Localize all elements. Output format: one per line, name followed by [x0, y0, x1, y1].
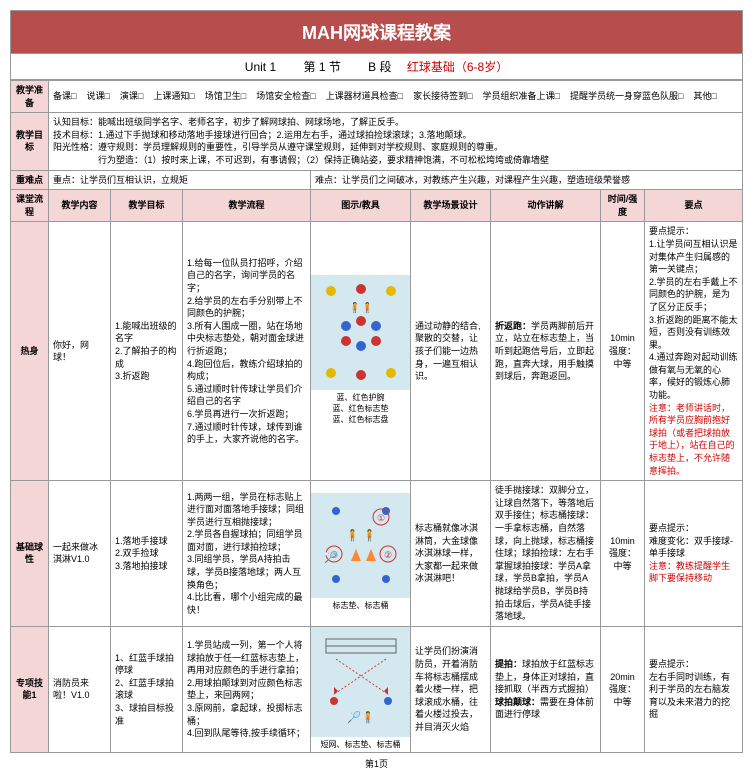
- basic-diagram: ① 🧍 🧍 ③ 🏸 ②: [311, 493, 410, 598]
- col-action: 动作讲解: [491, 190, 601, 222]
- r1-process: 1.给每一位队员打招呼，介绍自己的名字，询问学员的名字； 2.给学员的左右手分别…: [183, 222, 311, 481]
- r2-scene: 标志桶就像冰淇淋筒，大金球像冰淇淋球一样，大家都一起来做冰淇淋吧！: [411, 481, 491, 627]
- r3-content: 消防员来啦！V1.0: [49, 626, 111, 752]
- r2-key-t: 要点提示： 难度变化：双手接球-单手接球: [649, 523, 733, 558]
- r1-goals: 1.能喊出班级的名字 2.了解拍子的构成 3.折返跑: [111, 222, 183, 481]
- r2-process: 1.两两一组，学员在标志贴上进行面对面落地手接球；同组学员进行互相抛接球； 2.…: [183, 481, 311, 627]
- r2-goals: 1.落地手接球 2.双手捡球 3.落地拍接球: [111, 481, 183, 627]
- goal-1: 认知目标：能喊出班级同学名字、老师名字，初步了解网球拍、网球场地，了解正反手。: [53, 116, 738, 129]
- warmup-diagram: 🧍🧍: [311, 275, 410, 390]
- r3-a-h1: 提拍：: [495, 659, 522, 669]
- r3-goals: 1、红蓝手球拍停球 2、红蓝手球拍滚球 3、球拍目标投准: [111, 626, 183, 752]
- r3-a-h2: 球拍颠球：: [495, 697, 540, 707]
- col-content: 教学内容: [49, 190, 111, 222]
- r1-key: 要点提示： 1.让学员间互相认识是对集体产生归属感的第一关键点； 2.学员的左右…: [645, 222, 743, 481]
- diff-hard: 难点：让学员们之间破冰，对教练产生兴趣，对课程产生兴趣，塑造班级荣誉感: [311, 170, 743, 190]
- r3-caption: 短网、标志垫、标志桶: [311, 737, 410, 752]
- prep-item: 家长接待签到□: [413, 90, 472, 103]
- prep-item: 演课□: [120, 90, 143, 103]
- r1-key-t: 要点提示： 1.让学员间互相认识是对集体产生归属感的第一关键点； 2.学员的左右…: [649, 226, 738, 400]
- goals-text: 认知目标：能喊出班级同学名字、老师名字，初步了解网球拍、网球场地，了解正反手。 …: [49, 113, 743, 170]
- col-key: 要点: [645, 190, 743, 222]
- col-goals: 教学目标: [111, 190, 183, 222]
- page-title: MAH网球课程教案: [10, 10, 743, 54]
- section-skill1: 专项技能1: [11, 626, 49, 752]
- r3-process: 1.学员站成一列，第一个人将球拍放于任一红蓝标志垫上，再用对应颜色的手进行拿拍；…: [183, 626, 311, 752]
- prep-item: 学员组织准备上课□: [483, 90, 560, 103]
- page-number: 第1页: [10, 753, 743, 774]
- unit-left: Unit 1 第 1 节 B 段: [245, 60, 404, 74]
- row-warmup: 热身 你好，网球！ 1.能喊出班级的名字 2.了解拍子的构成 3.折返跑 1.给…: [11, 222, 743, 481]
- r1-scene: 通过动静的结合,聚散的交替，让孩子们能一边热身，一遍互相认识。: [411, 222, 491, 481]
- col-time: 时间/强度: [601, 190, 645, 222]
- svg-text:🧍🧍: 🧍🧍: [348, 301, 373, 314]
- prep-item: 说课□: [86, 90, 109, 103]
- r2-key-red: 注意：教练提醒学生脚下要保持移动: [649, 561, 730, 584]
- skill1-svg: 🏸🧍: [316, 633, 406, 728]
- r1-diagram-cell: 🧍🧍 蓝、红色护腕 蓝、红色标志垫 蓝、红色标志盘: [311, 222, 411, 481]
- row-basic: 基础球性 一起来做冰淇淋V1.0 1.落地手接球 2.双手捡球 3.落地拍接球 …: [11, 481, 743, 627]
- svg-text:🧍 🧍: 🧍 🧍: [345, 529, 375, 542]
- col-diagram: 图示/教具: [311, 190, 411, 222]
- svg-text:②: ②: [383, 550, 391, 560]
- r2-action: 徒手抛接球：双脚分立，让球自然落下，等落地后双手接住；标志桶接球：一手拿标志桶，…: [491, 481, 601, 627]
- goals-label: 教学目标: [11, 113, 49, 170]
- flow-label: 课堂流程: [11, 190, 49, 222]
- r1-key-red: 注意：老师讲话时，所有学员应胸前抱好球拍（或者把球拍放于地上），站在自己的标志垫…: [649, 403, 735, 476]
- diff-easy: 重点：让学员们互相认识，立规矩: [49, 170, 311, 190]
- warmup-svg: 🧍🧍: [316, 281, 406, 381]
- svg-text:🏸: 🏸: [324, 550, 338, 564]
- r2-key: 要点提示： 难度变化：双手接球-单手接球注意：教练提醒学生脚下要保持移动: [645, 481, 743, 627]
- goal-3: 阳光性格：遵守规则：学员理解规则的重要性，引导学员从遵守课堂规则，延伸到对学校规…: [53, 141, 738, 154]
- r2-time: 10min 强度：中等: [601, 481, 645, 627]
- r2-content: 一起来做冰淇淋V1.0: [49, 481, 111, 627]
- prep-items: 备课□ 说课□ 演课□ 上课通知□ 场馆卫生□ 场馆安全检查□ 上课器材道具检查□ 家长接待签…: [49, 81, 743, 113]
- r2-diagram-cell: ① 🧍 🧍 ③ 🏸 ② 标志垫、标志桶: [311, 481, 411, 627]
- row-skill1: 专项技能1 消防员来啦！V1.0 1、红蓝手球拍停球 2、红蓝手球拍滚球 3、球…: [11, 626, 743, 752]
- goal-4: 行为塑造：（1）按时来上课，不可迟到，有事请假；（2）保持正确站姿，要求精神饱满…: [53, 154, 738, 167]
- diff-label: 重难点: [11, 170, 49, 190]
- basic-svg: ① 🧍 🧍 ③ 🏸 ②: [316, 499, 406, 589]
- r1-content: 你好，网球！: [49, 222, 111, 481]
- r3-action: 提拍：球拍放于红蓝标志垫上，身体正对球拍，直接抓取（半西方式握拍） 球拍颠球：需…: [491, 626, 601, 752]
- prep-item: 场馆卫生□: [205, 90, 246, 103]
- prep-item: 提醒学员统一身穿蓝色队服□: [570, 90, 683, 103]
- r3-key: 要点提示： 左右手同时训练，有利于学员的左右脑发育以及未来潜力的挖掘: [645, 626, 743, 752]
- col-scene: 教学场景设计: [411, 190, 491, 222]
- goal-2: 技术目标：1.通过下手抛球和移动落地手接球进行回合；2.运用左右手，通过球拍捡球…: [53, 129, 738, 142]
- r3-scene: 让学员们扮演消防员，开着消防车将标志桶摆成着火楼一样，把球滚成水桶，往着火楼过投…: [411, 626, 491, 752]
- prep-item: 场馆安全检查□: [256, 90, 315, 103]
- lesson-plan-page: MAH网球课程教案 Unit 1 第 1 节 B 段 红球基础（6-8岁） 教学…: [10, 10, 743, 774]
- r3-diagram-cell: 🏸🧍 短网、标志垫、标志桶: [311, 626, 411, 752]
- skill1-diagram: 🏸🧍: [311, 627, 410, 737]
- prep-item: 备课□: [53, 90, 76, 103]
- r1-action-h: 折返跑：: [495, 321, 531, 331]
- column-headers: 课堂流程 教学内容 教学目标 教学流程 图示/教具 教学场景设计 动作讲解 时间…: [11, 190, 743, 222]
- r2-caption: 标志垫、标志桶: [311, 598, 410, 613]
- difficulty-row: 重难点 重点：让学员们互相认识，立规矩 难点：让学员们之间破冰，对教练产生兴趣，…: [11, 170, 743, 190]
- main-table: 教学准备 备课□ 说课□ 演课□ 上课通知□ 场馆卫生□ 场馆安全检查□ 上课器材道具检查□…: [10, 80, 743, 753]
- unit-right: 红球基础（6-8岁）: [407, 60, 508, 74]
- section-basic: 基础球性: [11, 481, 49, 627]
- r1-caption: 蓝、红色护腕 蓝、红色标志垫 蓝、红色标志盘: [311, 390, 410, 428]
- prep-label: 教学准备: [11, 81, 49, 113]
- prep-item: 其他□: [693, 90, 716, 103]
- prep-item: 上课器材道具检查□: [326, 90, 403, 103]
- col-process: 教学流程: [183, 190, 311, 222]
- r3-time: 20min 强度：中等: [601, 626, 645, 752]
- svg-text:①: ①: [376, 513, 384, 523]
- prep-item: 上课通知□: [153, 90, 194, 103]
- r1-action: 折返跑：学员两脚前后开立，站立在标志垫上，当听到起跑信号后，立即起跑，直奔大球，…: [491, 222, 601, 481]
- unit-row: Unit 1 第 1 节 B 段 红球基础（6-8岁）: [10, 54, 743, 80]
- goals-row: 教学目标 认知目标：能喊出班级同学名字、老师名字，初步了解网球拍、网球场地，了解…: [11, 113, 743, 170]
- svg-text:🏸🧍: 🏸🧍: [347, 710, 374, 724]
- r1-time: 10min 强度：中等: [601, 222, 645, 481]
- section-warmup: 热身: [11, 222, 49, 481]
- prep-row: 教学准备 备课□ 说课□ 演课□ 上课通知□ 场馆卫生□ 场馆安全检查□ 上课器材道具检查□…: [11, 81, 743, 113]
